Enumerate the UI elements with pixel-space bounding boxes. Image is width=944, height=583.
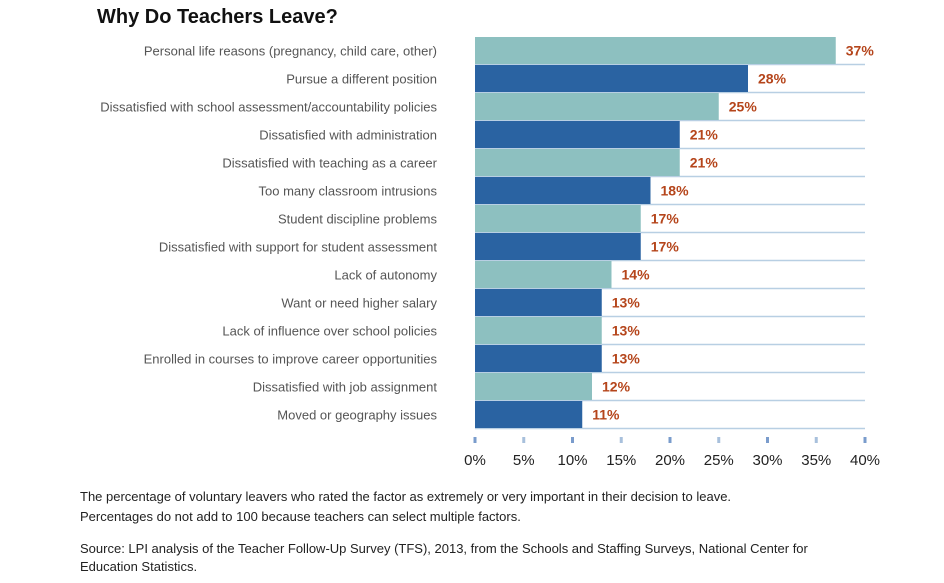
bar [475,177,651,204]
bar [475,205,641,232]
x-tick [863,437,867,443]
value-label: 37% [846,43,875,59]
category-label: Dissatisfied with school assessment/acco… [100,100,437,115]
x-tick-label: 0% [464,452,486,469]
bar [475,317,602,344]
bar [475,233,641,260]
bar-chart: Personal life reasons (pregnancy, child … [100,37,880,469]
category-label: Lack of influence over school policies [222,324,437,339]
x-tick-label: 25% [704,452,734,469]
x-tick-label: 30% [752,452,782,469]
x-tick [619,437,623,443]
x-tick-label: 40% [850,452,880,469]
value-label: 13% [612,295,641,311]
x-tick-label: 20% [655,452,685,469]
category-label: Pursue a different position [286,72,437,87]
x-tick [717,437,721,443]
category-label: Personal life reasons (pregnancy, child … [144,44,437,59]
bar [475,121,680,148]
category-label: Dissatisfied with job assignment [253,380,438,395]
bar [475,93,719,120]
bar [475,37,836,64]
footnote-line-2: Percentages do not add to 100 because te… [80,509,521,524]
category-label: Lack of autonomy [334,268,437,283]
category-label: Student discipline problems [278,212,437,227]
x-tick [814,437,818,443]
x-tick [766,437,769,443]
value-label: 21% [690,155,719,171]
category-label: Moved or geography issues [277,408,437,423]
bar [475,289,602,316]
value-label: 28% [758,71,787,87]
category-label: Enrolled in courses to improve career op… [144,352,438,367]
bar [475,65,748,92]
value-label: 17% [651,239,680,255]
value-label: 18% [661,183,690,199]
footnote-line-1: The percentage of voluntary leavers who … [80,489,732,504]
value-label: 13% [612,323,641,339]
category-label: Dissatisfied with support for student as… [159,240,438,255]
value-label: 13% [612,351,641,367]
value-label: 12% [602,379,631,395]
x-tick [668,437,672,443]
bar [475,345,602,372]
chart-title: Why Do Teachers Leave? [97,6,338,28]
bar [475,401,583,428]
bar [475,261,612,288]
value-label: 11% [592,407,620,423]
x-tick [473,437,477,443]
x-tick-label: 10% [557,452,587,469]
category-label: Too many classroom intrusions [259,184,438,199]
category-label: Dissatisfied with teaching as a career [222,156,437,171]
source-line-2: Education Statistics. [80,559,198,574]
bar [475,149,680,176]
bar [475,373,592,400]
x-tick-label: 5% [513,452,535,469]
value-label: 21% [690,127,719,143]
category-label: Dissatisfied with administration [259,128,437,143]
x-tick-label: 15% [606,452,636,469]
value-label: 17% [651,211,680,227]
x-tick-label: 35% [801,452,831,469]
value-label: 14% [622,267,651,283]
source-line-1: Source: LPI analysis of the Teacher Foll… [80,541,808,556]
x-tick [571,437,574,443]
x-tick [522,437,526,443]
value-label: 25% [729,99,758,115]
category-label: Want or need higher salary [281,296,437,311]
